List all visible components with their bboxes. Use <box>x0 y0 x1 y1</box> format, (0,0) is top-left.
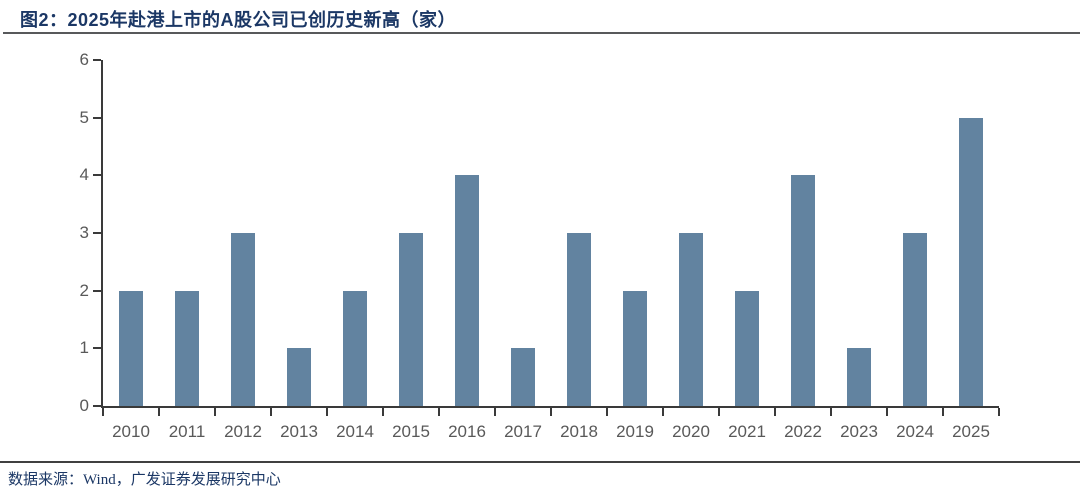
bar-slot-2015 <box>383 60 439 406</box>
bar-slot-2016 <box>439 60 495 406</box>
x-tick-1 <box>158 408 160 416</box>
bar-slot-2018 <box>551 60 607 406</box>
x-tick-2 <box>214 408 216 416</box>
x-axis-label-2011: 2011 <box>168 422 206 441</box>
footer-divider <box>0 461 1080 463</box>
bar-2019 <box>623 290 647 406</box>
x-axis-label-2018: 2018 <box>560 422 598 441</box>
x-tick-13 <box>830 408 832 416</box>
bar-2020 <box>679 233 703 406</box>
x-axis-label-2017: 2017 <box>504 422 542 441</box>
bars-container <box>103 60 999 406</box>
bar-2011 <box>175 290 199 406</box>
x-axis-label-2021: 2021 <box>728 422 766 441</box>
bar-slot-2023 <box>831 60 887 406</box>
y-tick-label-2: 2 <box>79 280 89 300</box>
bar-2015 <box>399 233 423 406</box>
bar-2014 <box>343 290 367 406</box>
x-axis-label-2023: 2023 <box>840 422 878 441</box>
y-tick-label-4: 4 <box>79 165 89 185</box>
bar-slot-2022 <box>775 60 831 406</box>
x-axis-label-2012: 2012 <box>224 422 262 441</box>
x-tick-7 <box>494 408 496 416</box>
x-tick-0 <box>102 408 104 416</box>
bar-2016 <box>455 175 479 406</box>
x-axis-label-2024: 2024 <box>896 422 934 441</box>
y-tick-label-5: 5 <box>79 107 89 127</box>
y-tick-0 <box>93 405 101 407</box>
bar-slot-2012 <box>215 60 271 406</box>
x-axis-label-2025: 2025 <box>952 422 990 441</box>
bar-slot-2017 <box>495 60 551 406</box>
bar-2021 <box>735 290 759 406</box>
x-tick-16 <box>998 408 1000 416</box>
x-tick-10 <box>662 408 664 416</box>
bar-2025 <box>959 117 983 406</box>
x-axis-label-2015: 2015 <box>392 422 430 441</box>
source-note: 数据来源：Wind，广发证券发展研究中心 <box>8 472 281 488</box>
bar-slot-2024 <box>887 60 943 406</box>
bar-2013 <box>287 348 311 406</box>
x-tick-4 <box>326 408 328 416</box>
x-tick-6 <box>438 408 440 416</box>
bar-slot-2025 <box>943 60 999 406</box>
figure-title: 图2：2025年赴港上市的A股公司已创历史新高（家） <box>20 10 457 30</box>
x-tick-3 <box>270 408 272 416</box>
bar-chart-plot-area: 0 1 2 3 4 5 6 2010 2011 2012 2013 2014 2015 2016 2017… <box>80 50 1000 441</box>
bar-2010 <box>119 290 143 406</box>
x-axis-label-2013: 2013 <box>280 422 318 441</box>
x-axis-label-2016: 2016 <box>448 422 486 441</box>
y-tick-label-3: 3 <box>79 223 89 242</box>
y-tick-5 <box>93 116 101 119</box>
bar-slot-2011 <box>159 60 215 406</box>
bar-2022 <box>791 175 815 406</box>
bar-2023 <box>847 348 871 406</box>
y-tick-1 <box>93 347 101 350</box>
x-tick-12 <box>774 408 776 416</box>
title-divider <box>3 32 1080 34</box>
x-tick-11 <box>718 408 720 416</box>
bar-2012 <box>231 233 255 406</box>
x-axis-label-2020: 2020 <box>672 422 710 441</box>
x-tick-9 <box>606 408 608 416</box>
y-tick-label-6: 6 <box>79 50 89 69</box>
bar-slot-2010 <box>103 60 159 406</box>
y-tick-2 <box>93 289 101 292</box>
bar-slot-2013 <box>271 60 327 406</box>
x-tick-5 <box>382 408 384 416</box>
x-axis-label-2010: 2010 <box>112 422 150 441</box>
x-axis-label-2019: 2019 <box>616 422 654 441</box>
y-tick-3 <box>93 232 101 234</box>
x-axis-label-2022: 2022 <box>784 422 822 441</box>
bar-2018 <box>567 233 591 406</box>
y-tick-label-0: 0 <box>79 396 89 415</box>
x-tick-8 <box>550 408 552 416</box>
y-tick-4 <box>93 174 101 177</box>
bar-slot-2020 <box>663 60 719 406</box>
bar-2017 <box>511 348 535 406</box>
y-tick-label-1: 1 <box>79 338 89 358</box>
bar-2024 <box>903 233 927 406</box>
bar-slot-2021 <box>719 60 775 406</box>
x-tick-15 <box>942 408 944 416</box>
bar-slot-2014 <box>327 60 383 406</box>
y-tick-6 <box>93 59 101 61</box>
x-tick-14 <box>886 408 888 416</box>
bar-slot-2019 <box>607 60 663 406</box>
x-axis-label-2014: 2014 <box>336 422 374 441</box>
